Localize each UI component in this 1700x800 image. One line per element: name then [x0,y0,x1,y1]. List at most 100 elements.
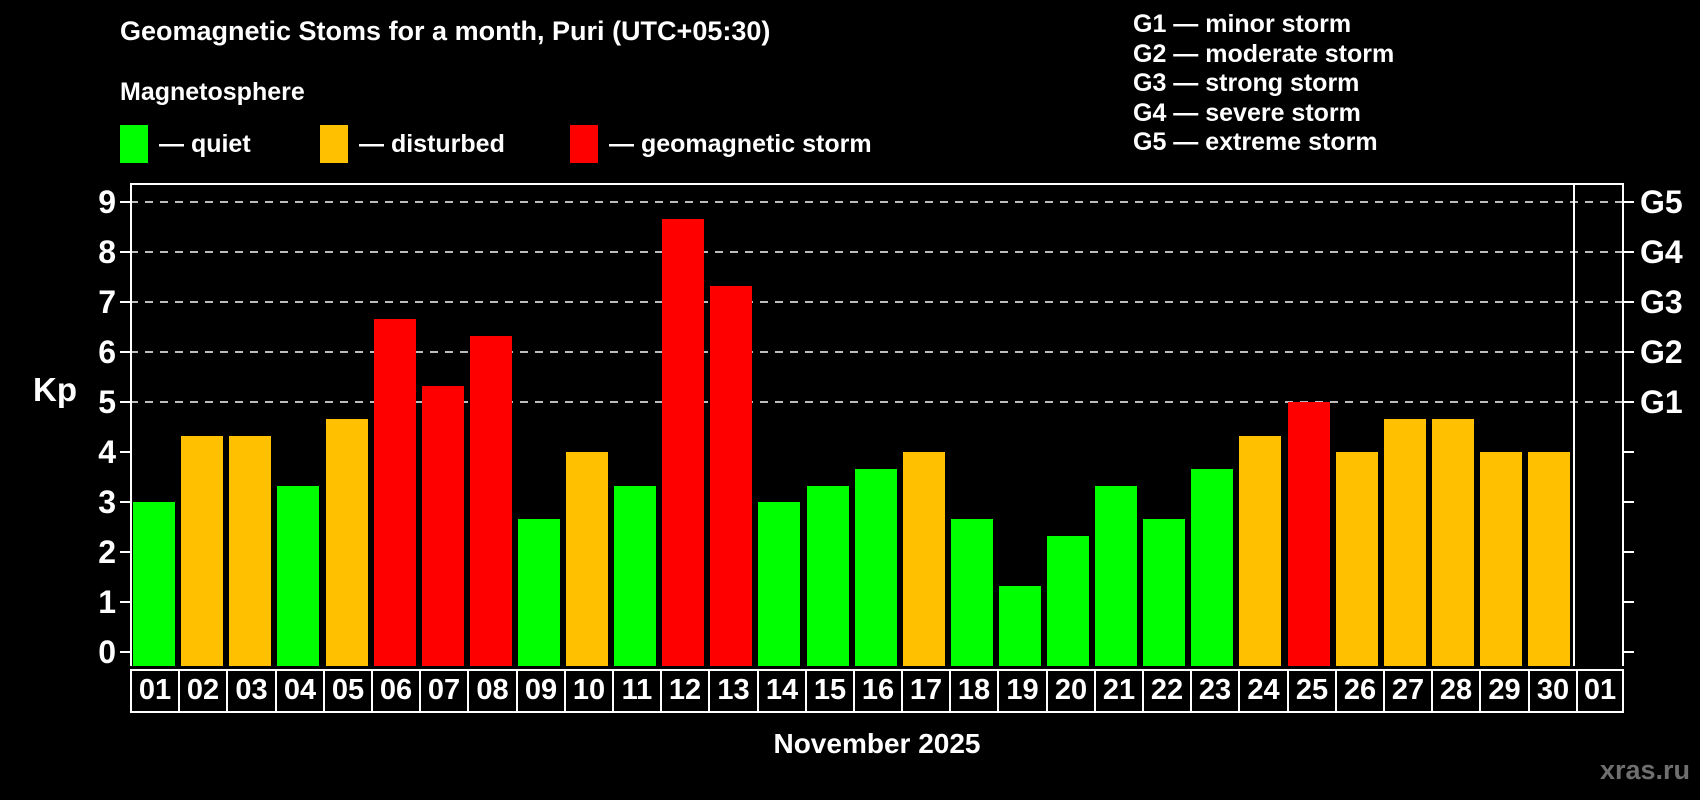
legend-item-disturbed: — disturbed [320,124,505,164]
g3-legend-line: G3 — strong storm [1133,69,1360,98]
y-axis-label-3: 3 [98,484,116,520]
y-tick-right-4 [1624,451,1634,453]
bar-day-30 [1528,452,1570,666]
g5-legend-line: G5 — extreme storm [1133,128,1378,157]
day-label-17: 17 [901,669,951,713]
day-label-29: 29 [1479,669,1530,713]
bar-day-09 [517,518,560,666]
bar-day-02 [181,435,224,666]
bar-day-23 [1191,468,1234,666]
bar-day-15 [806,485,849,666]
legend-item-storm: — geomagnetic storm [570,124,872,164]
g4-legend-line: G4 — severe storm [1133,98,1361,127]
bar-day-13 [710,285,753,666]
bar-day-03 [229,435,272,666]
bar-day-20 [1047,535,1089,666]
bar-day-22 [1143,518,1186,666]
y-tick-right-1 [1624,601,1634,603]
y-axis-label-6: 6 [98,334,116,370]
y-tick-left-6 [120,351,130,353]
legend-item-quiet: — quiet [120,124,251,164]
bar-day-16 [854,468,897,666]
day-label-04: 04 [275,669,325,713]
bar-day-14 [758,502,801,666]
y-tick-right-0 [1624,651,1634,653]
g-axis-label-G3: G3 [1640,284,1683,320]
watermark: xras.ru [1599,755,1690,785]
day-label-23: 23 [1190,669,1240,713]
day-label-next-01: 01 [1576,669,1624,713]
gridline-7 [130,301,1624,303]
y-tick-right-3 [1624,501,1634,503]
bar-day-24 [1239,435,1282,666]
y-axis-line [130,183,132,666]
storm-color-swatch [570,125,598,163]
disturbed-color-swatch [320,125,348,163]
y-tick-right-2 [1624,551,1634,553]
day-label-14: 14 [757,669,807,713]
bar-day-08 [469,335,512,666]
y-tick-left-9 [120,201,130,203]
day-label-09: 09 [516,669,566,713]
y-axis-label-2: 2 [98,534,116,570]
y-axis-label-1: 1 [98,584,116,620]
y-tick-left-0 [120,651,130,653]
bar-day-28 [1431,418,1474,666]
next-month-separator-line [1573,183,1575,666]
day-label-10: 10 [564,669,614,713]
day-label-22: 22 [1142,669,1192,713]
day-labels-row: 01 02 03 04 05 06 07 08 09 10 11 12 13 14 15 16 17 18 19 20… [130,669,1624,713]
y-tick-left-1 [120,601,130,603]
gridline-9 [130,201,1624,203]
y-axis-label-8: 8 [98,234,116,270]
day-label-27: 27 [1383,669,1433,713]
y-tick-right-6 [1624,351,1634,353]
g-axis-label-G5: G5 [1640,184,1683,220]
y-tick-left-8 [120,251,130,253]
y-tick-right-7 [1624,301,1634,303]
magnetosphere-label: Magnetosphere [120,78,305,106]
y-tick-left-7 [120,301,130,303]
g1-legend-line: G1 — minor storm [1133,10,1352,38]
day-label-01: 01 [130,669,180,713]
day-label-15: 15 [805,669,855,713]
day-label-13: 13 [708,669,759,713]
bar-day-27 [1383,418,1426,666]
y-tick-right-8 [1624,251,1634,253]
bar-day-01 [133,502,176,666]
y-tick-right-9 [1624,201,1634,203]
bar-day-10 [565,452,608,666]
gridline-8 [130,251,1624,253]
plot-area: Kp 0 1 2 3 4 5 6 7 8 9 G1 G2 G3 G4 G5 [33,183,1683,670]
bar-day-21 [1095,485,1138,666]
kp-axis-label: Kp [33,371,77,408]
day-label-25: 25 [1287,669,1337,713]
day-label-08: 08 [467,669,518,713]
plot-top-border [130,183,1624,185]
day-label-07: 07 [419,669,469,713]
y-axis-label-4: 4 [98,434,116,470]
bar-day-12 [662,218,705,666]
bar-day-25 [1287,402,1330,666]
y-tick-right-5 [1624,401,1634,403]
day-label-28: 28 [1431,669,1481,713]
bar-day-17 [902,452,945,666]
bar-day-18 [950,518,993,666]
day-label-24: 24 [1238,669,1289,713]
bar-day-06 [373,318,416,666]
bar-day-29 [1479,452,1522,666]
day-label-21: 21 [1094,669,1144,713]
y-tick-left-3 [120,501,130,503]
y-axis-label-9: 9 [98,184,116,220]
y-axis-label-5: 5 [98,384,116,420]
quiet-color-swatch [120,125,148,163]
y-tick-left-4 [120,451,130,453]
bar-day-19 [998,585,1041,666]
g-axis-label-G4: G4 [1640,234,1683,270]
y-axis-label-0: 0 [98,634,116,670]
day-label-26: 26 [1335,669,1385,713]
legend-label-quiet: — quiet [159,129,251,158]
chart-title: Geomagnetic Stoms for a month, Puri (UTC… [120,16,771,46]
day-label-06: 06 [371,669,421,713]
